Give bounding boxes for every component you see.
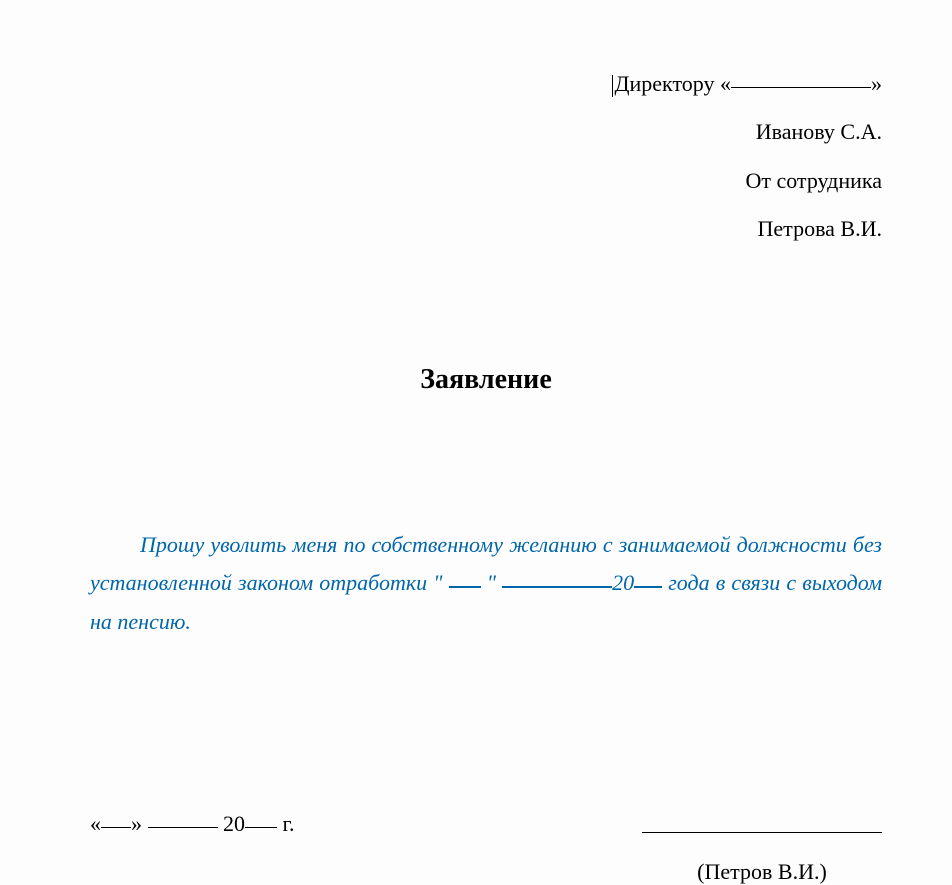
day-blank bbox=[449, 568, 481, 588]
signer-name: (Петров В.И.) bbox=[642, 859, 882, 885]
signature-block: (Петров В.И.) bbox=[642, 811, 882, 885]
date-close-quote: » bbox=[131, 811, 148, 836]
director-suffix: » bbox=[871, 71, 882, 96]
date-year-prefix: 20 bbox=[218, 811, 246, 836]
footer-row: « » 20 г. (Петров В.И.) bbox=[90, 811, 882, 885]
from-label: От сотрудника bbox=[90, 157, 882, 205]
date-open-quote: « bbox=[90, 811, 101, 836]
director-name: Иванову С.А. bbox=[90, 108, 882, 156]
footer-year-blank bbox=[245, 827, 277, 828]
year-blank bbox=[634, 568, 662, 588]
signature-line bbox=[642, 811, 882, 833]
date-block: « » 20 г. bbox=[90, 811, 295, 837]
company-blank bbox=[731, 66, 871, 88]
month-blank bbox=[502, 568, 612, 588]
date-year-suffix: г. bbox=[277, 811, 295, 836]
body-part3: 20 bbox=[612, 570, 634, 595]
addressee-block: Директору «» Иванову С.А. От сотрудника … bbox=[90, 60, 882, 254]
employee-name: Петрова В.И. bbox=[90, 205, 882, 253]
body-part2: " bbox=[481, 570, 502, 595]
director-line: Директору « » bbox=[612, 60, 882, 108]
director-prefix: Директору « bbox=[615, 71, 731, 96]
application-body: Прошу уволить меня по собственному желан… bbox=[90, 526, 882, 642]
document-title: Заявление bbox=[90, 364, 882, 396]
footer-month-blank bbox=[148, 827, 218, 828]
footer-day-blank bbox=[101, 827, 131, 828]
text-cursor bbox=[612, 75, 613, 97]
